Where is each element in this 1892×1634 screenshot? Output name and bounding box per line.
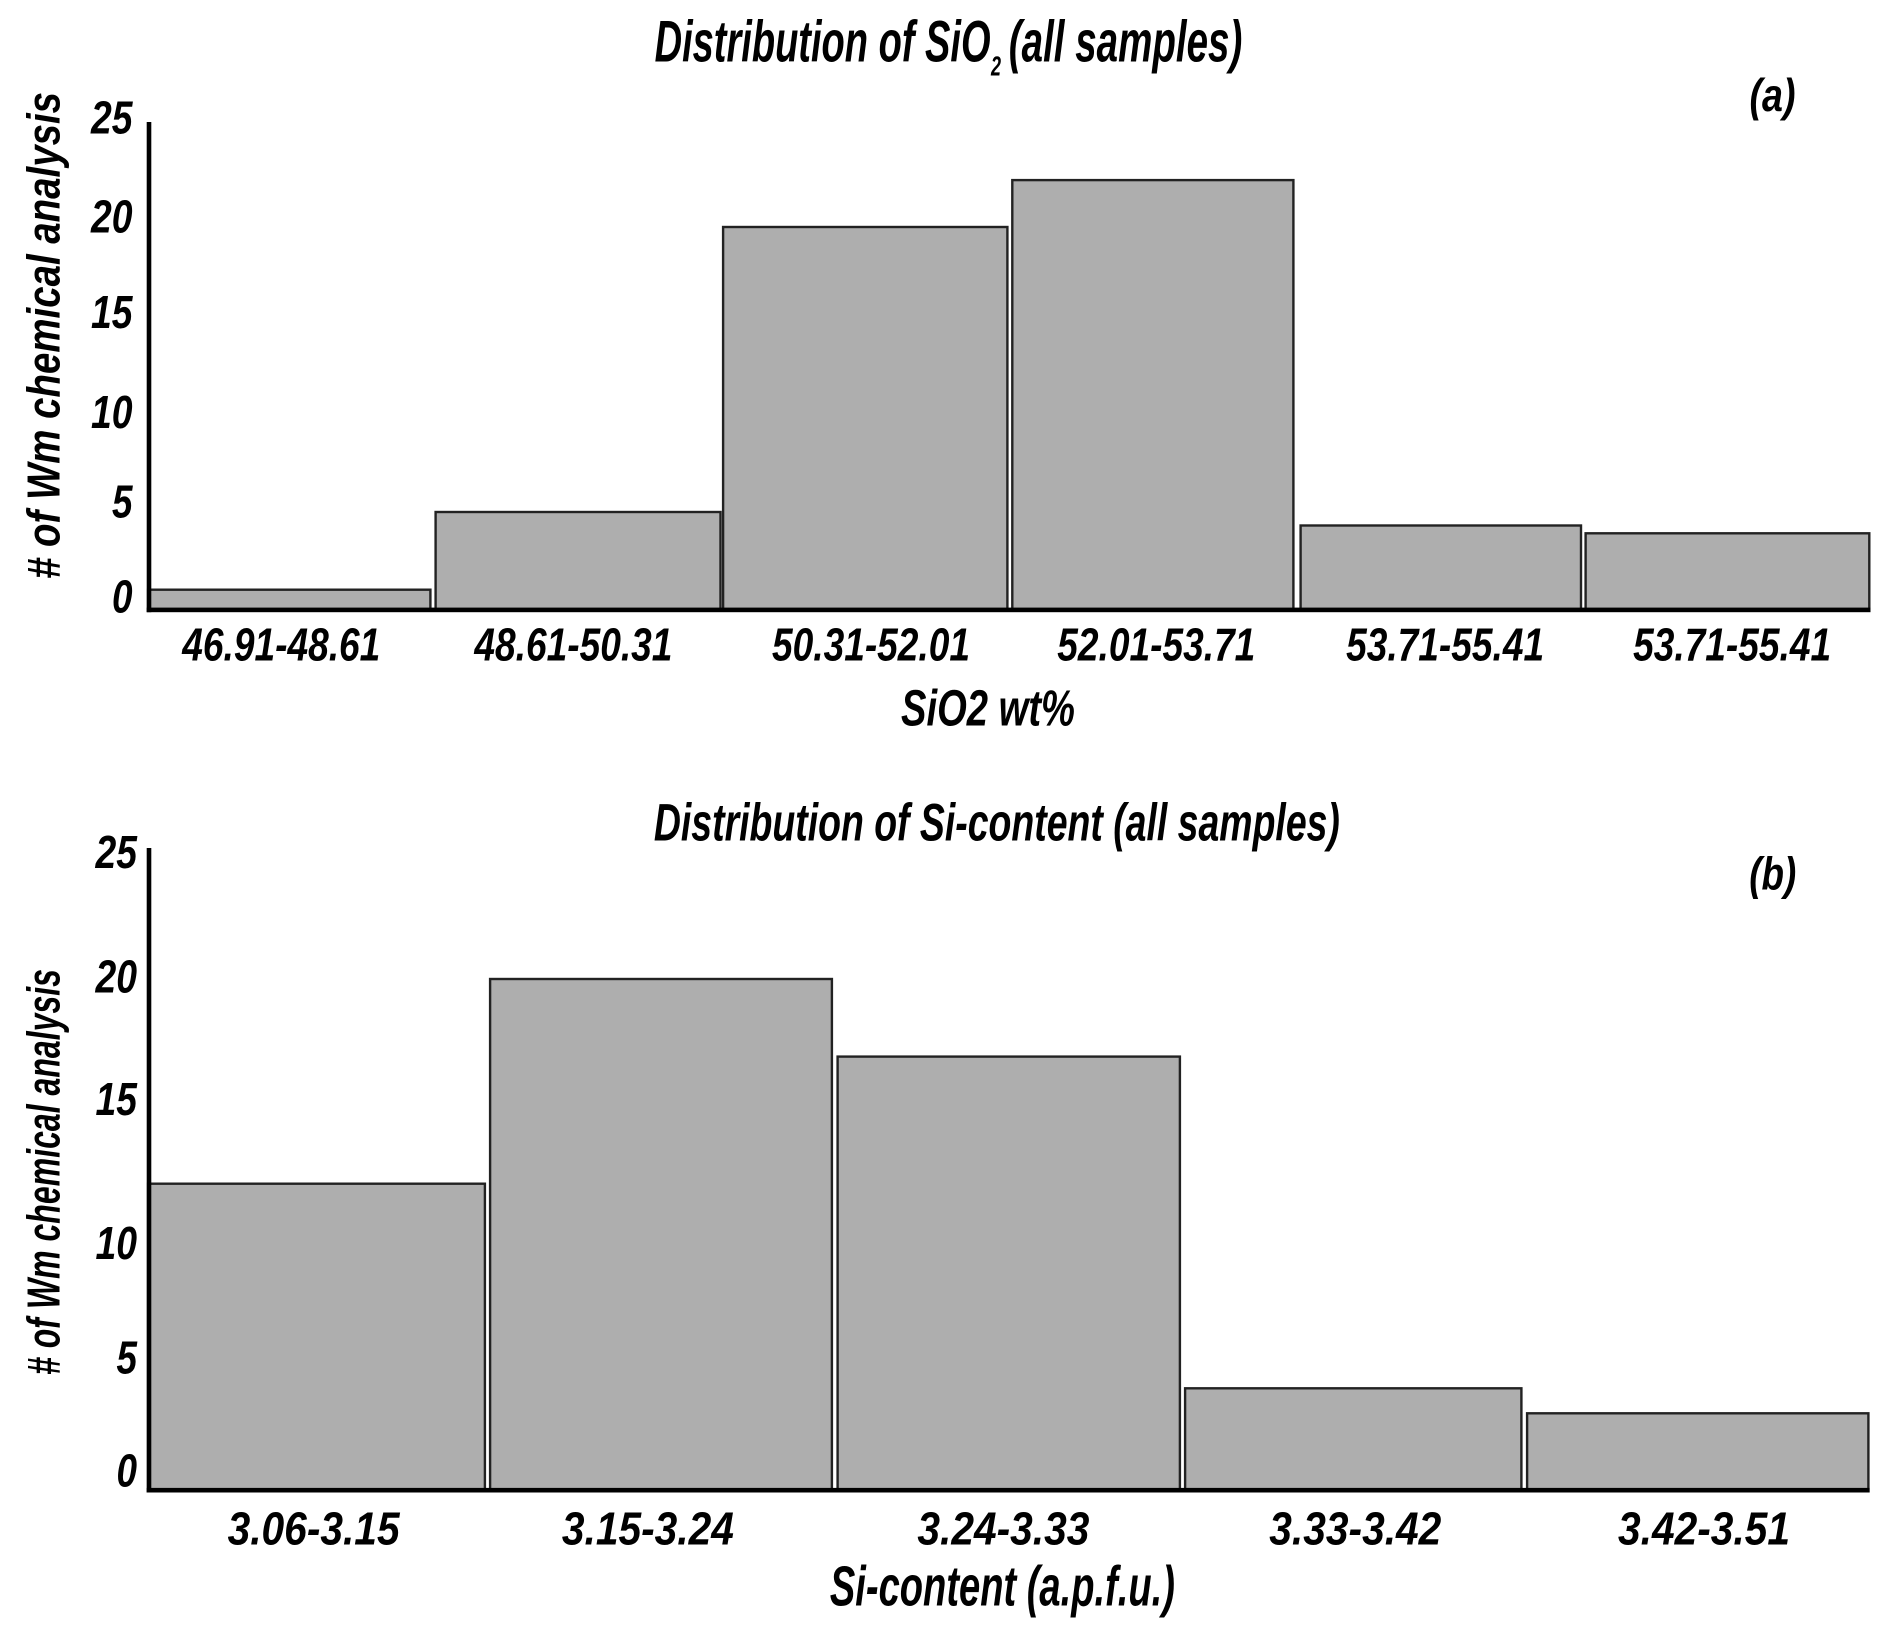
svg-text:15: 15 [96, 1073, 138, 1125]
svg-text:48.61-50.31: 48.61-50.31 [474, 618, 673, 670]
svg-text:25: 25 [90, 91, 133, 143]
svg-text:0: 0 [117, 1445, 138, 1497]
svg-text:53.71-55.41: 53.71-55.41 [1346, 618, 1544, 670]
svg-text:Si-content (a.p.f.u.): Si-content (a.p.f.u.) [830, 1555, 1175, 1619]
svg-text:(a): (a) [1750, 69, 1796, 121]
svg-text:Distribution of Si-content (al: Distribution of Si-content (all samples) [654, 794, 1340, 853]
svg-text:(b): (b) [1749, 848, 1796, 900]
svg-text:2: 2 [990, 51, 1001, 82]
svg-text:0: 0 [112, 571, 133, 623]
svg-text:(all samples): (all samples) [1009, 10, 1243, 75]
svg-text:SiO2 wt%: SiO2 wt% [901, 680, 1075, 737]
svg-text:46.91-48.61: 46.91-48.61 [182, 618, 381, 670]
svg-text:20: 20 [90, 191, 132, 243]
svg-text:53.71-55.41: 53.71-55.41 [1633, 618, 1831, 670]
svg-text:Distribution of SiO: Distribution of SiO [655, 10, 991, 75]
svg-text:15: 15 [91, 286, 133, 338]
svg-text:3.33-3.42: 3.33-3.42 [1269, 1503, 1441, 1555]
svg-text:52.01-53.71: 52.01-53.71 [1057, 618, 1255, 670]
svg-text:3.15-3.24: 3.15-3.24 [562, 1503, 734, 1555]
svg-text:20: 20 [95, 951, 137, 1003]
svg-text:50.31-52.01: 50.31-52.01 [772, 618, 970, 670]
svg-text:5: 5 [117, 1331, 138, 1383]
svg-text:3.42-3.51: 3.42-3.51 [1618, 1503, 1790, 1555]
svg-text:3.06-3.15: 3.06-3.15 [228, 1503, 401, 1555]
svg-text:3.24-3.33: 3.24-3.33 [917, 1503, 1089, 1555]
svg-text:# of Wm chemical analysis: # of Wm chemical analysis [18, 92, 70, 579]
svg-text:# of Wm chemical analysis: # of Wm chemical analysis [18, 969, 70, 1375]
svg-text:10: 10 [91, 386, 133, 438]
svg-text:5: 5 [112, 475, 133, 527]
svg-text:25: 25 [95, 826, 138, 878]
svg-text:10: 10 [96, 1217, 138, 1269]
